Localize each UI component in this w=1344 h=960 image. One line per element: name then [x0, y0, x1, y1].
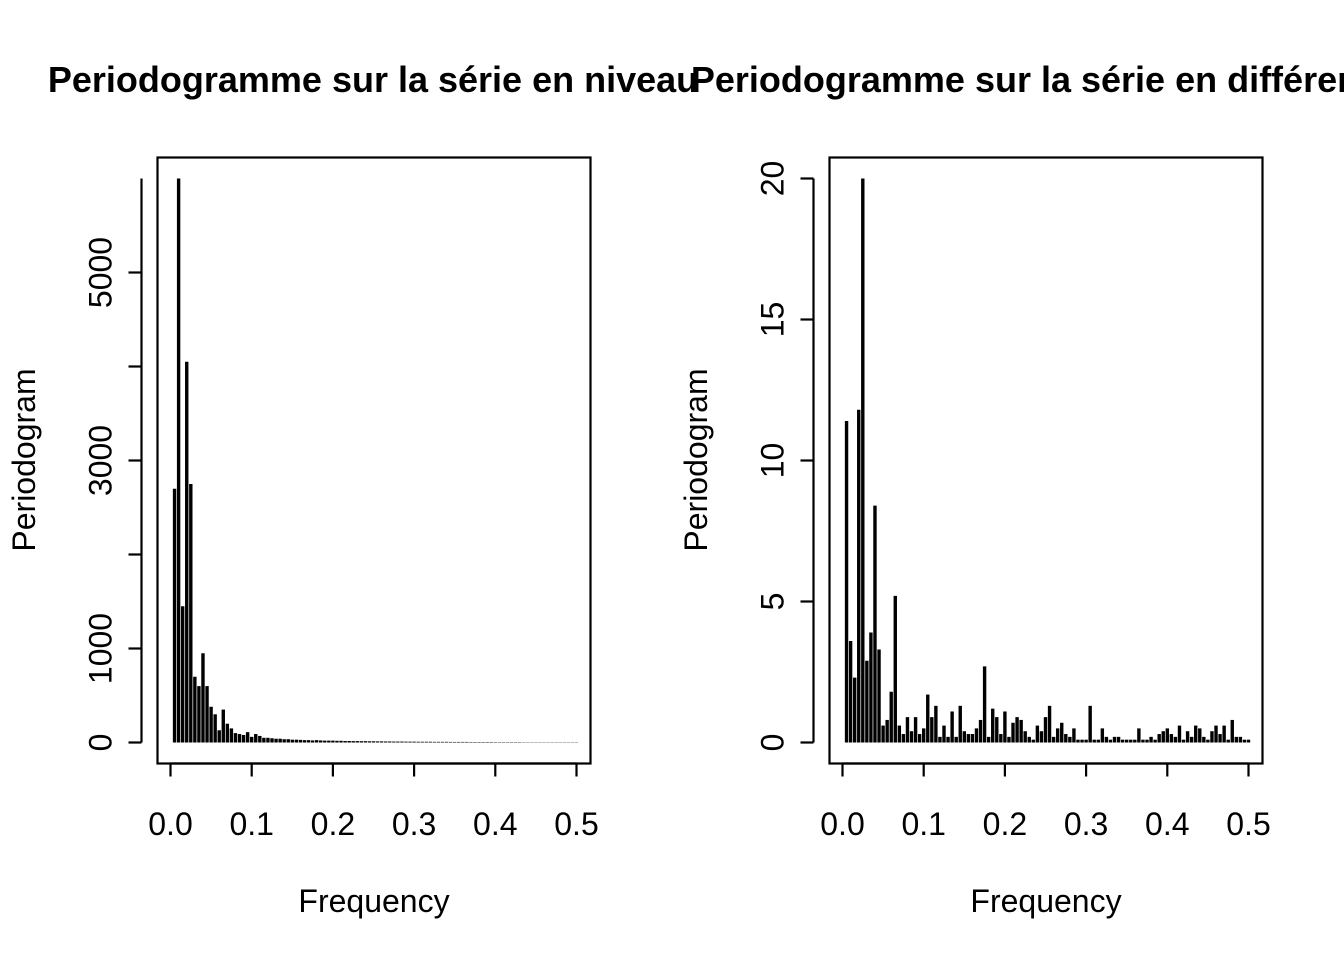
y-tick-label-difference: 0	[755, 734, 791, 752]
y-tick-label-difference: 5	[755, 593, 791, 611]
y-tick-label-level: 3000	[83, 425, 119, 496]
y-tick-label-difference: 15	[755, 302, 791, 338]
y-axis-level: 0 1000 3000 5000	[83, 178, 143, 752]
x-axis-difference: 0.0 0.1 0.2 0.3 0.4 0.5	[820, 762, 1271, 842]
y-axis-title-difference: Periodogram	[678, 368, 714, 551]
x-tick-label-level: 0.5	[554, 806, 598, 842]
x-axis-title-level: Frequency	[298, 883, 449, 919]
x-tick-label-difference: 0.4	[1145, 806, 1189, 842]
spikes-level	[172, 178, 579, 743]
x-axis-title-difference: Frequency	[970, 883, 1121, 919]
y-tick-label-level: 1000	[83, 613, 119, 684]
y-tick-label-level: 5000	[83, 237, 119, 308]
chart-title-difference: Periodogramme sur la série en différence	[691, 59, 1344, 100]
y-tick-label-level: 0	[83, 734, 119, 752]
y-axis-title-level: Periodogram	[6, 368, 42, 551]
x-tick-label-difference: 0.2	[983, 806, 1027, 842]
y-tick-label-difference: 10	[755, 443, 791, 479]
x-tick-label-difference: 0.3	[1064, 806, 1108, 842]
y-tick-label-difference: 20	[755, 161, 791, 197]
x-tick-label-level: 0.3	[392, 806, 436, 842]
x-tick-label-difference: 0.5	[1226, 806, 1270, 842]
x-tick-label-level: 0.0	[148, 806, 192, 842]
x-axis-level: 0.0 0.1 0.2 0.3 0.4 0.5	[148, 762, 599, 842]
y-axis-difference: 0 5 10 15 20	[755, 161, 815, 752]
spikes-difference	[844, 178, 1251, 743]
x-tick-label-difference: 0.0	[820, 806, 864, 842]
x-tick-label-level: 0.2	[311, 806, 355, 842]
chart-title-level: Periodogramme sur la série en niveau	[48, 59, 698, 100]
x-tick-label-difference: 0.1	[901, 806, 945, 842]
plot-frame-level	[156, 156, 592, 765]
panel-level: Periodogramme sur la série en niveau 0.0…	[6, 59, 698, 919]
panel-difference: Periodogramme sur la série en différence…	[678, 59, 1344, 919]
x-tick-label-level: 0.4	[473, 806, 517, 842]
x-tick-label-level: 0.1	[229, 806, 273, 842]
